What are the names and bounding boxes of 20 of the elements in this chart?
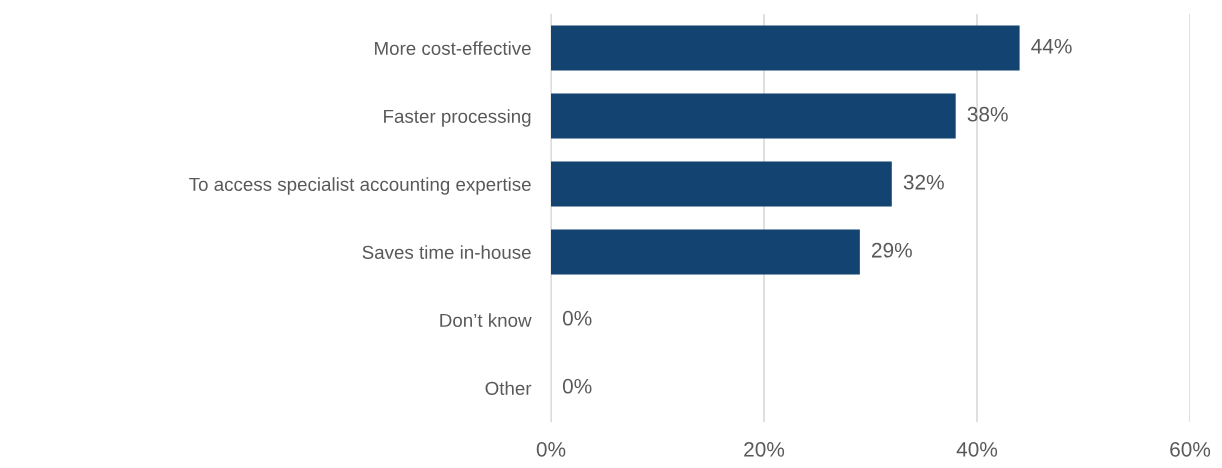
y-tick-label: More cost-effective: [375, 41, 531, 55]
y-tick-label: Don’t know: [440, 313, 532, 327]
y-tick-label: Other: [485, 381, 532, 395]
data-label: 44%: [1031, 38, 1072, 54]
x-tick-label: 40%: [956, 441, 998, 457]
data-label: 0%: [562, 378, 592, 394]
x-tick-label: 0%: [536, 441, 566, 457]
bar: [551, 161, 892, 207]
y-tick-label: To access specialist accounting expertise: [189, 177, 531, 195]
bar: [551, 229, 860, 275]
bar: [551, 25, 1020, 71]
y-tick-label: Faster processing: [384, 109, 531, 127]
y-tick-label: Saves time in-house: [362, 245, 531, 259]
bar: [551, 93, 956, 139]
data-label: 38%: [967, 106, 1008, 122]
x-tick-label: 60%: [1170, 441, 1211, 457]
data-label: 32%: [903, 174, 944, 190]
data-label: 0%: [562, 310, 592, 326]
data-label: 29%: [872, 242, 912, 258]
x-tick-label: 20%: [744, 441, 785, 457]
